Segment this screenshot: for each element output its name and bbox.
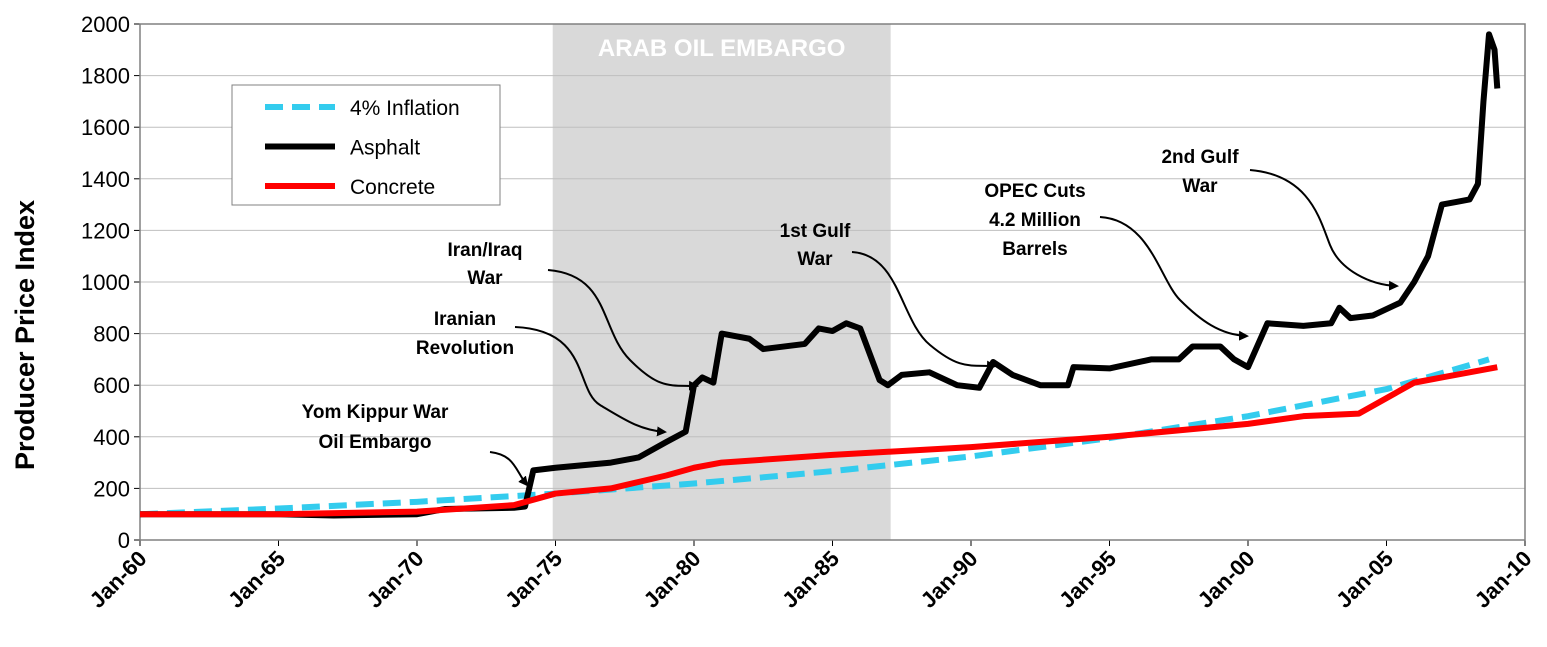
annotation-arrow <box>514 326 667 437</box>
series-line <box>140 31 1501 519</box>
x-tick-label: Jan-95 <box>1054 546 1121 613</box>
annotation: Yom Kippur War <box>302 402 449 423</box>
annotation: Barrels <box>1002 239 1068 260</box>
y-tick-label: 200 <box>93 476 130 501</box>
annotation: Oil Embargo <box>319 432 432 453</box>
annotation: War <box>797 249 833 270</box>
x-tick-label: Jan-80 <box>639 546 706 613</box>
x-tick-label: Jan-00 <box>1193 546 1260 613</box>
x-tick-label: Jan-75 <box>500 546 567 613</box>
series-line <box>140 364 1498 518</box>
y-tick-label: 1600 <box>81 115 130 140</box>
y-tick-label: 2000 <box>81 12 130 37</box>
span-label: ARAB OIL EMBARGO <box>598 35 846 62</box>
annotation: 2nd Gulf <box>1161 147 1239 168</box>
annotation: Revolution <box>416 338 514 359</box>
x-tick-label: Jan-60 <box>85 546 152 613</box>
annotation: 4.2 Million <box>989 210 1081 231</box>
x-tick-label: Jan-05 <box>1331 546 1398 613</box>
y-tick-label: 0 <box>118 528 130 553</box>
annotation: War <box>467 268 503 289</box>
y-tick-label: 400 <box>93 425 130 450</box>
annotation-arrow <box>851 251 997 371</box>
y-tick-label: 1400 <box>81 167 130 192</box>
plot-frame <box>139 23 1526 541</box>
legend-label: 4% Inflation <box>350 97 460 120</box>
series-line <box>139 356 1490 518</box>
legend-label: Concrete <box>350 176 435 199</box>
annotation: 1st Gulf <box>780 221 851 242</box>
y-tick-label: 1800 <box>81 64 130 89</box>
x-tick-label: Jan-85 <box>777 546 844 613</box>
legend-label: Asphalt <box>350 137 420 160</box>
y-tick-label: 1200 <box>81 218 130 243</box>
annotation: Iranian <box>434 309 496 330</box>
annotation-arrow <box>1249 169 1399 291</box>
annotation: Iran/Iraq <box>448 240 523 261</box>
x-tick-label: Jan-65 <box>223 546 290 613</box>
x-tick-label: Jan-10 <box>1470 546 1537 613</box>
x-tick-label: Jan-90 <box>916 546 983 613</box>
annotation-arrow <box>547 269 699 391</box>
annotation-arrow <box>489 451 529 487</box>
y-axis-label: Producer Price Index <box>10 200 40 470</box>
y-tick-label: 600 <box>93 373 130 398</box>
y-tick-label: 800 <box>93 322 130 347</box>
x-tick-label: Jan-70 <box>362 546 429 613</box>
annotation-arrow <box>1099 216 1249 341</box>
y-tick-label: 1000 <box>81 270 130 295</box>
annotation: OPEC Cuts <box>984 181 1085 202</box>
annotation: War <box>1182 176 1218 197</box>
